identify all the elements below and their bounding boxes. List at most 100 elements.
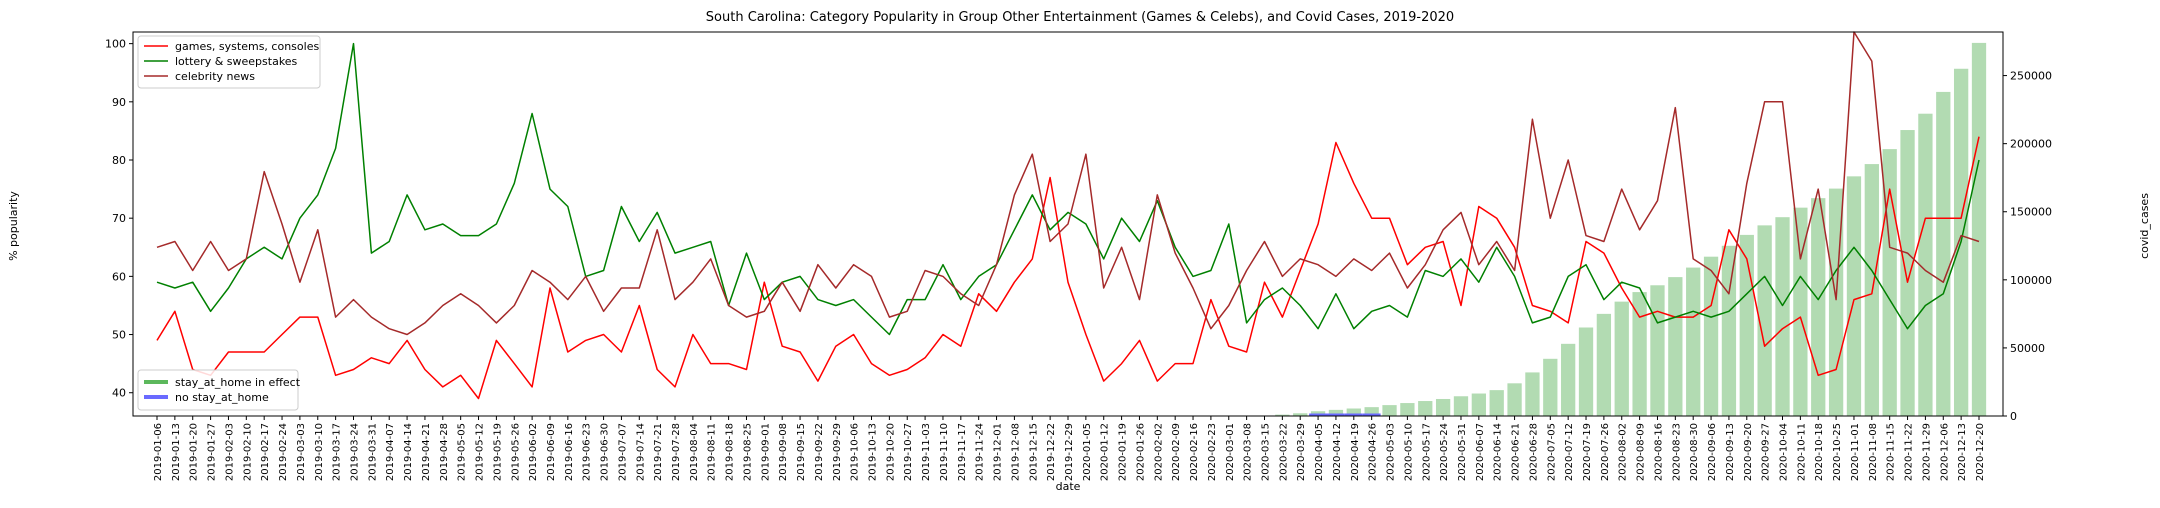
x-tick-label: 2020-05-24 (1439, 423, 1450, 481)
covid-bar (1454, 396, 1468, 416)
x-tick-label: 2020-05-31 (1457, 423, 1468, 481)
x-tick-label: 2019-10-27 (903, 423, 914, 481)
x-tick-label: 2020-07-26 (1600, 423, 1611, 481)
covid-bar (1972, 43, 1986, 416)
x-tick-label: 2019-08-04 (689, 423, 700, 481)
x-tick-label: 2020-07-05 (1546, 423, 1557, 481)
x-tick-label: 2019-12-15 (1028, 423, 1039, 481)
x-tick-label: 2020-11-29 (1921, 423, 1932, 481)
x-tick-label: 2020-07-19 (1582, 423, 1593, 481)
covid-bar (1400, 403, 1414, 416)
covid-bar (1811, 198, 1825, 416)
x-tick-label: 2019-06-09 (546, 423, 557, 481)
x-tick-label: 2020-12-06 (1939, 423, 1950, 481)
y-tick-label: 60 (112, 270, 126, 283)
x-tick-label: 2019-04-28 (439, 423, 450, 481)
x-tick-label: 2019-07-07 (617, 423, 628, 481)
x-tick-label: 2019-09-22 (814, 423, 825, 481)
y2-tick-label: 0 (2010, 410, 2017, 423)
y-axis-label: % popularity (7, 191, 20, 261)
x-tick-label: 2019-12-22 (1046, 423, 1057, 481)
y2-tick-label: 200000 (2010, 138, 2052, 151)
x-tick-label: 2020-06-28 (1528, 423, 1539, 481)
x-tick-label: 2019-11-10 (939, 423, 950, 481)
x-tick-label: 2020-11-15 (1886, 423, 1897, 481)
x-tick-label: 2020-10-11 (1796, 423, 1807, 481)
y2-tick-label: 250000 (2010, 70, 2052, 83)
x-tick-label: 2019-05-26 (510, 423, 521, 481)
x-tick-label: 2020-02-16 (1189, 423, 1200, 481)
legend-label: no stay_at_home (175, 391, 269, 404)
covid-bar (1507, 383, 1521, 416)
x-tick-label: 2020-12-20 (1975, 423, 1986, 481)
covid-bar (1775, 217, 1789, 416)
x-tick-label: 2020-02-23 (1207, 423, 1218, 481)
x-tick-label: 2019-03-31 (367, 423, 378, 481)
x-tick-label: 2019-02-17 (260, 423, 271, 481)
x-tick-label: 2019-06-16 (564, 423, 575, 481)
x-tick-label: 2020-08-30 (1689, 423, 1700, 481)
x-tick-label: 2019-09-01 (760, 423, 771, 481)
x-tick-label: 2019-05-19 (492, 423, 503, 481)
covid-bar (1615, 302, 1629, 416)
y2-axis-label: covid_cases (2138, 193, 2151, 259)
y-tick-label: 70 (112, 212, 126, 225)
covid-bar (1490, 390, 1504, 416)
x-tick-label: 2019-02-03 (224, 423, 235, 481)
x-tick-label: 2020-01-12 (1100, 423, 1111, 481)
x-tick-label: 2020-01-26 (1135, 423, 1146, 481)
x-tick-label: 2019-10-06 (850, 423, 861, 481)
x-tick-label: 2019-10-20 (885, 423, 896, 481)
x-tick-label: 2019-05-05 (457, 423, 468, 481)
covid-bar (1382, 405, 1396, 416)
x-tick-label: 2020-03-01 (1225, 423, 1236, 481)
x-tick-label: 2019-04-14 (403, 423, 414, 481)
x-tick-label: 2020-07-12 (1564, 423, 1575, 481)
y2-tick-label: 100000 (2010, 274, 2052, 287)
covid-bar (1847, 176, 1861, 416)
x-tick-label: 2019-09-15 (796, 423, 807, 481)
covid-bar (1900, 130, 1914, 416)
x-tick-label: 2019-11-03 (921, 423, 932, 481)
x-tick-label: 2019-07-14 (635, 423, 646, 481)
legend-label: games, systems, consoles (175, 40, 319, 53)
covid-cases-bars (1257, 43, 1986, 416)
x-tick-label: 2020-11-08 (1868, 423, 1879, 481)
x-tick-label: 2019-08-11 (707, 423, 718, 481)
x-tick-label: 2019-08-25 (742, 423, 753, 481)
x-tick-label: 2020-11-01 (1850, 423, 1861, 481)
x-tick-label: 2019-11-17 (957, 423, 968, 481)
x-tick-label: 2019-03-10 (314, 423, 325, 481)
covid-bar (1543, 359, 1557, 416)
x-tick-label: 2019-03-03 (296, 423, 307, 481)
x-tick-label: 2019-07-28 (671, 423, 682, 481)
x-tick-label: 2020-09-13 (1725, 423, 1736, 481)
x-tick-label: 2020-10-25 (1832, 423, 1843, 481)
x-tick-label: 2020-09-06 (1707, 423, 1718, 481)
x-tick-label: 2020-06-21 (1511, 423, 1522, 481)
x-tick-label: 2020-09-20 (1743, 423, 1754, 481)
x-tick-label: 2019-03-24 (349, 423, 360, 481)
covid-bar (1686, 268, 1700, 416)
covid-bar (1936, 92, 1950, 416)
y-tick-label: 40 (112, 387, 126, 400)
x-tick-label: 2020-05-03 (1386, 423, 1397, 481)
x-tick-label: 2019-12-08 (1010, 423, 1021, 481)
covid-bar (1704, 257, 1718, 416)
x-tick-label: 2020-01-05 (1082, 423, 1093, 481)
x-tick-label: 2020-05-17 (1421, 423, 1432, 481)
legend-label: lottery & sweepstakes (175, 55, 298, 68)
x-tick-label: 2020-08-09 (1636, 423, 1647, 481)
y-tick-label: 80 (112, 154, 126, 167)
y2-tick-label: 50000 (2010, 342, 2045, 355)
x-tick-label: 2020-01-19 (1118, 423, 1129, 481)
x-tick-label: 2019-12-29 (1064, 423, 1075, 481)
covid-bar (1668, 277, 1682, 416)
x-tick-label: 2020-04-26 (1368, 423, 1379, 481)
chart-title: South Carolina: Category Popularity in G… (706, 10, 1454, 25)
x-tick-label: 2019-06-30 (600, 423, 611, 481)
x-tick-label: 2019-06-23 (582, 423, 593, 481)
x-tick-label: 2020-08-16 (1653, 423, 1664, 481)
x-tick-label: 2019-03-17 (332, 423, 343, 481)
